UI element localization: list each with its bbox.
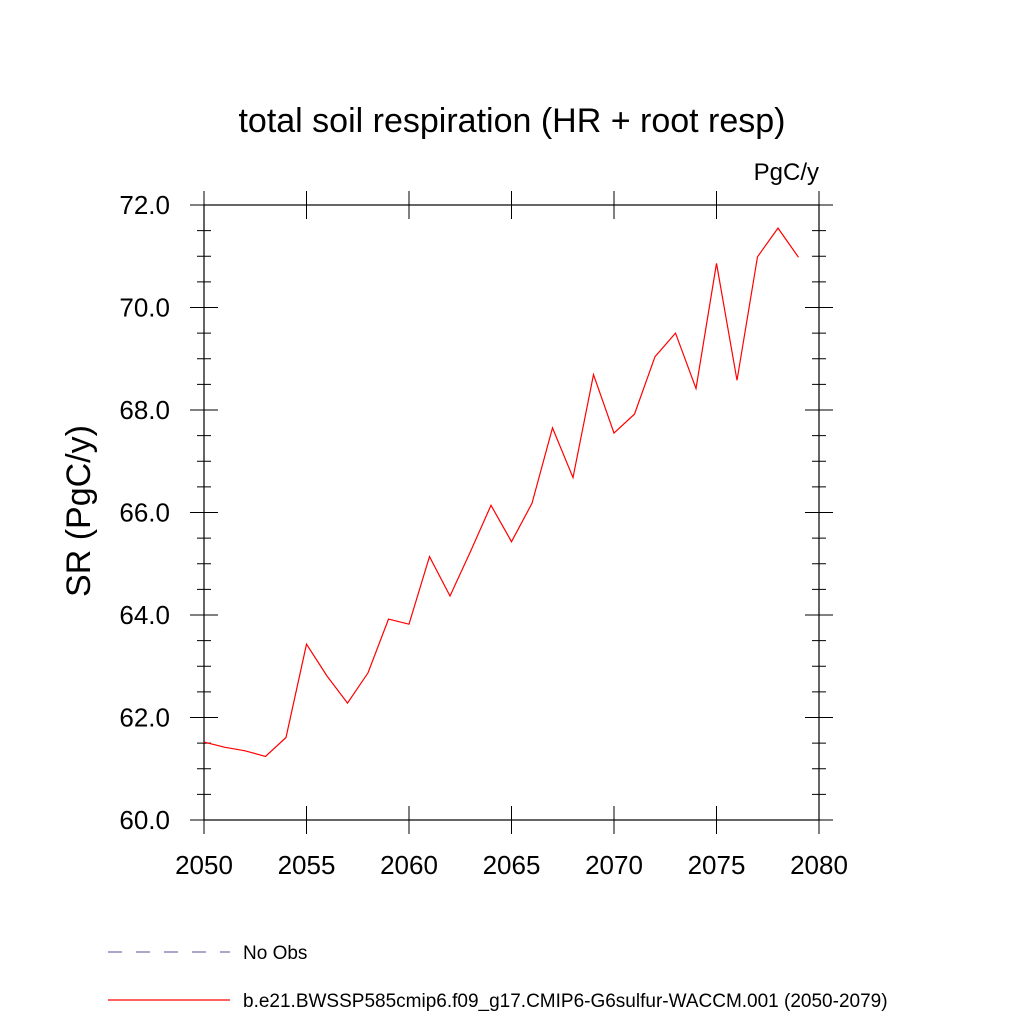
legend-label-1: b.e21.BWSSP585cmip6.f09_g17.CMIP6-G6sulf… bbox=[243, 991, 888, 1012]
y-tick-label: 66.0 bbox=[119, 498, 170, 528]
y-tick-label: 62.0 bbox=[119, 703, 170, 733]
axis-ticks bbox=[190, 191, 833, 834]
x-tick-label: 2080 bbox=[790, 850, 848, 880]
y-tick-label: 60.0 bbox=[119, 805, 170, 835]
y-tick-label: 64.0 bbox=[119, 600, 170, 630]
series-line-0 bbox=[203, 227, 799, 758]
chart-title: total soil respiration (HR + root resp) bbox=[238, 102, 785, 140]
units-label: PgC/y bbox=[754, 159, 819, 186]
x-tick-label: 2075 bbox=[688, 850, 746, 880]
y-tick-label: 72.0 bbox=[119, 190, 170, 220]
x-tick-label: 2050 bbox=[175, 850, 233, 880]
x-tick-label: 2060 bbox=[380, 850, 438, 880]
legend: No Obs b.e21.BWSSP585cmip6.f09_g17.CMIP6-… bbox=[108, 943, 888, 1012]
y-tick-label: 68.0 bbox=[119, 395, 170, 425]
x-tick-label: 2055 bbox=[278, 850, 336, 880]
x-tick-label: 2065 bbox=[483, 850, 541, 880]
series-group bbox=[203, 227, 799, 758]
y-tick-label: 70.0 bbox=[119, 293, 170, 323]
x-tick-label: 2070 bbox=[585, 850, 643, 880]
legend-label-0: No Obs bbox=[243, 943, 307, 964]
y-axis-label: SR (PgC/y) bbox=[60, 425, 98, 597]
plot-frame bbox=[203, 204, 820, 821]
tick-labels: 2050 2055 2060 2065 2070 2075 2080 60.0 62.0 64.0… bbox=[119, 190, 848, 880]
